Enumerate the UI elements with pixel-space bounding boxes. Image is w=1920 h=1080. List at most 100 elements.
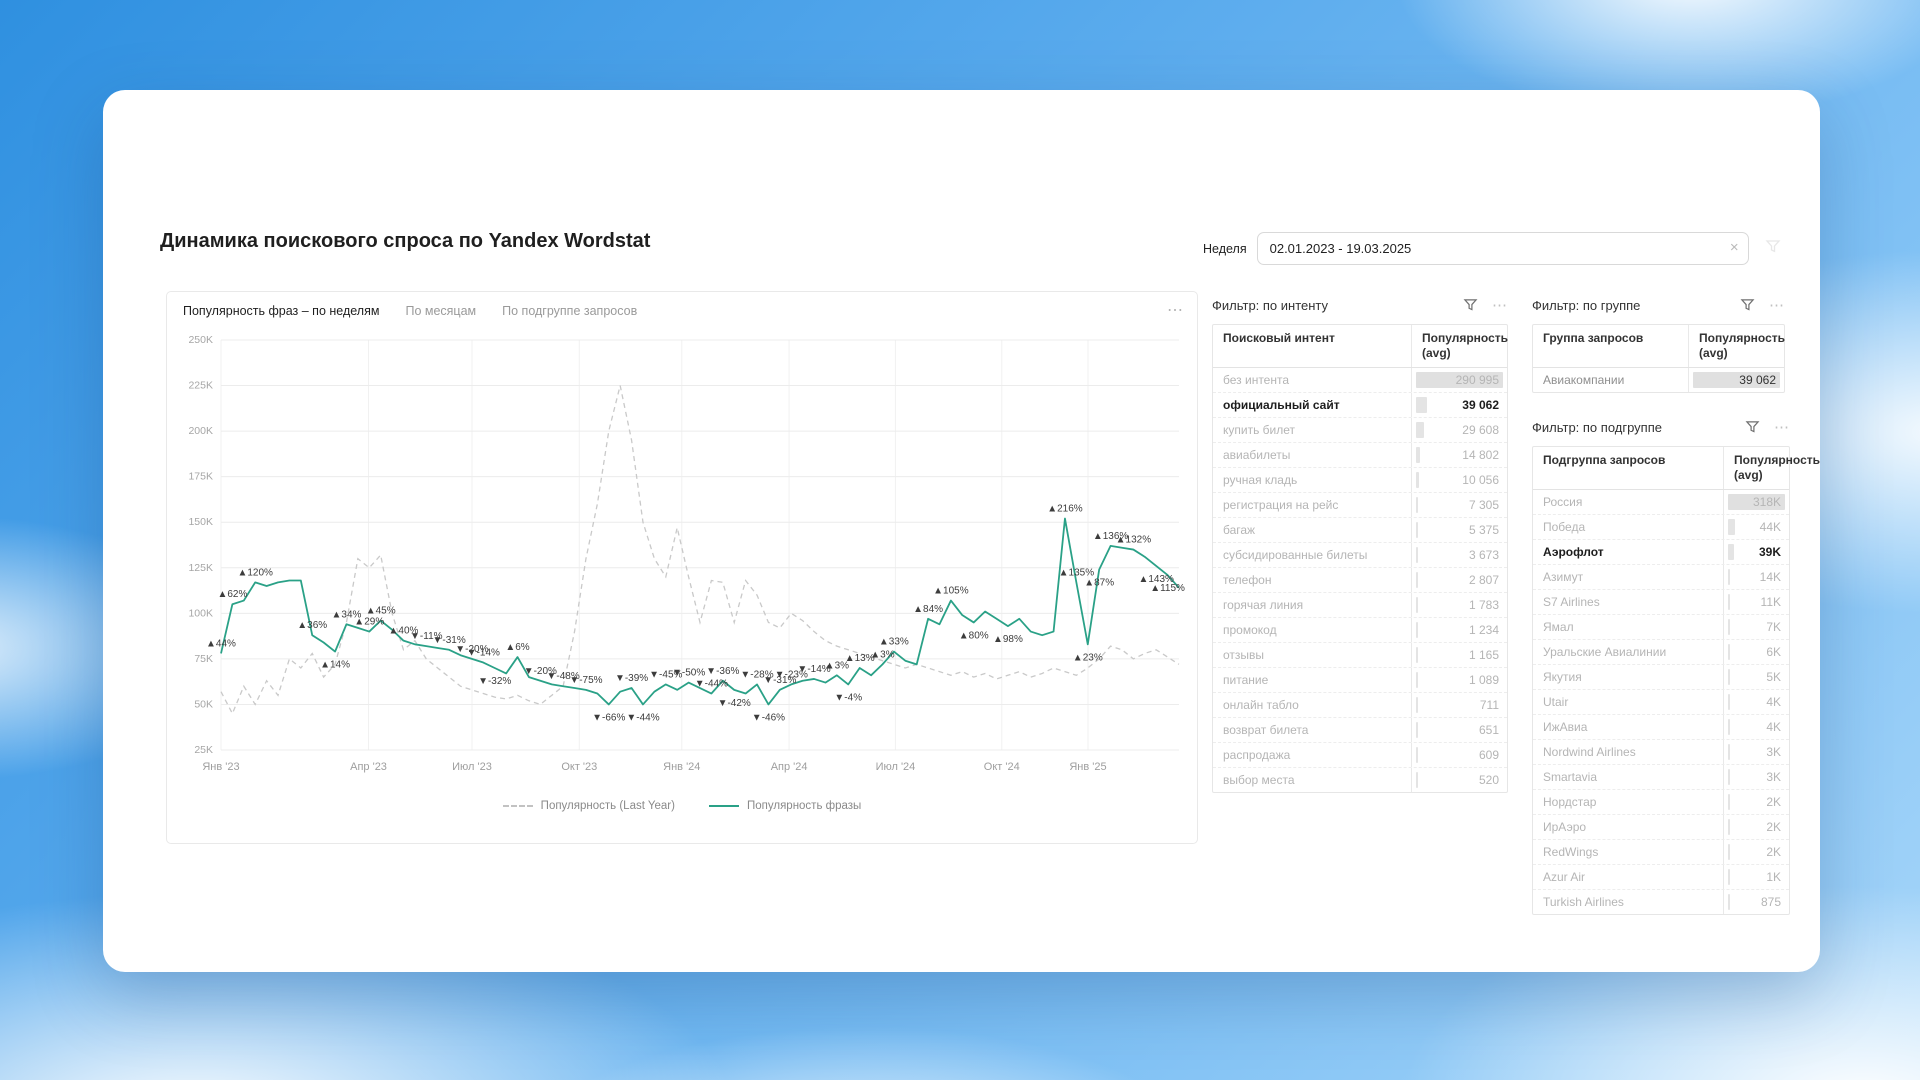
row-value: 3K [1723, 765, 1789, 789]
data-point-label: ▼-44% [626, 712, 659, 723]
row-label: RedWings [1543, 845, 1599, 859]
value-bar [1728, 644, 1730, 660]
row-value: 1 783 [1411, 593, 1507, 617]
table-row[interactable]: Аэрофлот 39K [1533, 540, 1789, 565]
table-row[interactable]: Azur Air 1K [1533, 865, 1789, 890]
row-label: Azur Air [1543, 870, 1586, 884]
funnel-icon[interactable] [1463, 298, 1478, 312]
column-header: Популярность (avg) [1411, 325, 1508, 367]
panel-more-icon[interactable]: ⋯ [1774, 419, 1790, 436]
value-bar [1416, 447, 1421, 463]
value-bar [1728, 544, 1735, 560]
funnel-icon[interactable] [1740, 298, 1755, 312]
chart-more-icon[interactable]: ⋯ [1167, 302, 1183, 319]
tab-monthly[interactable]: По месяцам [405, 304, 477, 318]
data-point-label: ▼-48% [547, 671, 580, 682]
table-row[interactable]: авиабилеты 14 802 [1213, 443, 1507, 468]
panel-more-icon[interactable]: ⋯ [1492, 297, 1508, 314]
table-row[interactable]: Уральские Авиалинии 6K [1533, 640, 1789, 665]
row-value: 2 807 [1411, 568, 1507, 592]
tab-weekly[interactable]: Популярность фраз – по неделям [183, 304, 380, 318]
row-label: Уральские Авиалинии [1543, 645, 1667, 659]
table-row[interactable]: RedWings 2K [1533, 840, 1789, 865]
table-row[interactable]: без интента 290 995 [1213, 368, 1507, 393]
panel-title: Фильтр: по группе [1532, 297, 1641, 313]
table-row[interactable]: Utair 4K [1533, 690, 1789, 715]
data-point-label: ▲13% [845, 653, 875, 664]
clear-icon[interactable]: × [1729, 239, 1739, 256]
table-row[interactable]: Якутия 5K [1533, 665, 1789, 690]
legend-last-year[interactable]: Популярность (Last Year) [502, 800, 675, 812]
table-row[interactable]: Ямал 7K [1533, 615, 1789, 640]
row-label: распродажа [1223, 748, 1291, 762]
table-row[interactable]: телефон 2 807 [1213, 568, 1507, 593]
table-row[interactable]: официальный сайт 39 062 [1213, 393, 1507, 418]
date-range-input[interactable] [1256, 232, 1749, 265]
table-row[interactable]: S7 Airlines 11K [1533, 590, 1789, 615]
row-value: 4K [1723, 715, 1789, 739]
row-value: 10 056 [1411, 468, 1507, 492]
table-row[interactable]: промокод 1 234 [1213, 618, 1507, 643]
table-row[interactable]: Smartavia 3K [1533, 765, 1789, 790]
table-row[interactable]: Азимут 14K [1533, 565, 1789, 590]
date-filter-label: Неделя [1203, 241, 1247, 256]
data-point-label: ▲3% [825, 660, 849, 671]
data-point-label: ▲115% [1150, 583, 1185, 594]
table-row[interactable]: Нордстар 2K [1533, 790, 1789, 815]
table-row[interactable]: регистрация на рейс 7 305 [1213, 493, 1507, 518]
row-value: 1K [1723, 865, 1789, 889]
table-row[interactable]: Россия 318K [1533, 490, 1789, 515]
table-row[interactable]: отзывы 1 165 [1213, 643, 1507, 668]
value-bar [1728, 494, 1785, 510]
filter-panel-group: Фильтр: по группе ⋯ Группа запросов Попул… [1532, 290, 1785, 393]
table-row[interactable]: купить билет 29 608 [1213, 418, 1507, 443]
row-label: возврат билета [1223, 723, 1309, 737]
x-tick-label: Окт '24 [984, 761, 1020, 773]
row-label: Smartavia [1543, 770, 1598, 784]
intent-table: Поисковый интент Популярность (avg) без ин… [1212, 324, 1508, 793]
data-point-label: ▲132% [1116, 535, 1152, 546]
value-bar [1416, 722, 1418, 738]
table-row[interactable]: ИжАвиа 4K [1533, 715, 1789, 740]
row-label: горячая линия [1223, 598, 1304, 612]
table-row[interactable]: возврат билета 651 [1213, 718, 1507, 743]
table-row[interactable]: горячая линия 1 783 [1213, 593, 1507, 618]
data-point-label: ▼-31% [432, 635, 465, 646]
row-label: отзывы [1223, 648, 1265, 662]
row-value: 11K [1723, 590, 1789, 614]
row-label: авиабилеты [1223, 448, 1291, 462]
data-point-label: ▼-42% [718, 698, 751, 709]
filter-reset-icon[interactable] [1765, 239, 1781, 259]
table-row[interactable]: Nordwind Airlines 3K [1533, 740, 1789, 765]
table-row[interactable]: багаж 5 375 [1213, 518, 1507, 543]
table-row[interactable]: ИрАэро 2K [1533, 815, 1789, 840]
value-bar [1728, 694, 1730, 710]
chart-plot: Янв '23 Апр '23 Июл '23 Окт '23 Янв '24 Апр '… [175, 332, 1189, 797]
table-row[interactable]: питание 1 089 [1213, 668, 1507, 693]
funnel-icon[interactable] [1745, 420, 1760, 434]
date-range-filter: Неделя × [1203, 232, 1781, 265]
table-row[interactable]: ручная кладь 10 056 [1213, 468, 1507, 493]
table-row[interactable]: распродажа 609 [1213, 743, 1507, 768]
row-value: 39 062 [1688, 368, 1784, 392]
legend-phrase[interactable]: Популярность фразы [708, 800, 861, 812]
row-label: Nordwind Airlines [1543, 745, 1636, 759]
value-bar [1728, 869, 1730, 885]
row-label: Ямал [1543, 620, 1574, 634]
data-point-label: ▲33% [879, 637, 909, 648]
data-point-label: ▼-14% [467, 648, 500, 659]
dashboard-card: Динамика поискового спроса по Yandex Wor… [103, 90, 1820, 972]
table-row[interactable]: Авиакомпании 39 062 [1533, 368, 1784, 392]
table-row[interactable]: онлайн табло 711 [1213, 693, 1507, 718]
value-bar [1416, 547, 1418, 563]
table-row[interactable]: Победа 44K [1533, 515, 1789, 540]
row-label: багаж [1223, 523, 1256, 537]
row-label: онлайн табло [1223, 698, 1299, 712]
table-row[interactable]: субсидированные билеты 3 673 [1213, 543, 1507, 568]
row-value: 29 608 [1411, 418, 1507, 442]
table-row[interactable]: выбор места 520 [1213, 768, 1507, 792]
tab-subgroup[interactable]: По подгруппе запросов [502, 304, 638, 318]
panel-more-icon[interactable]: ⋯ [1769, 297, 1785, 314]
table-row[interactable]: Turkish Airlines 875 [1533, 890, 1789, 914]
value-bar [1416, 422, 1425, 438]
